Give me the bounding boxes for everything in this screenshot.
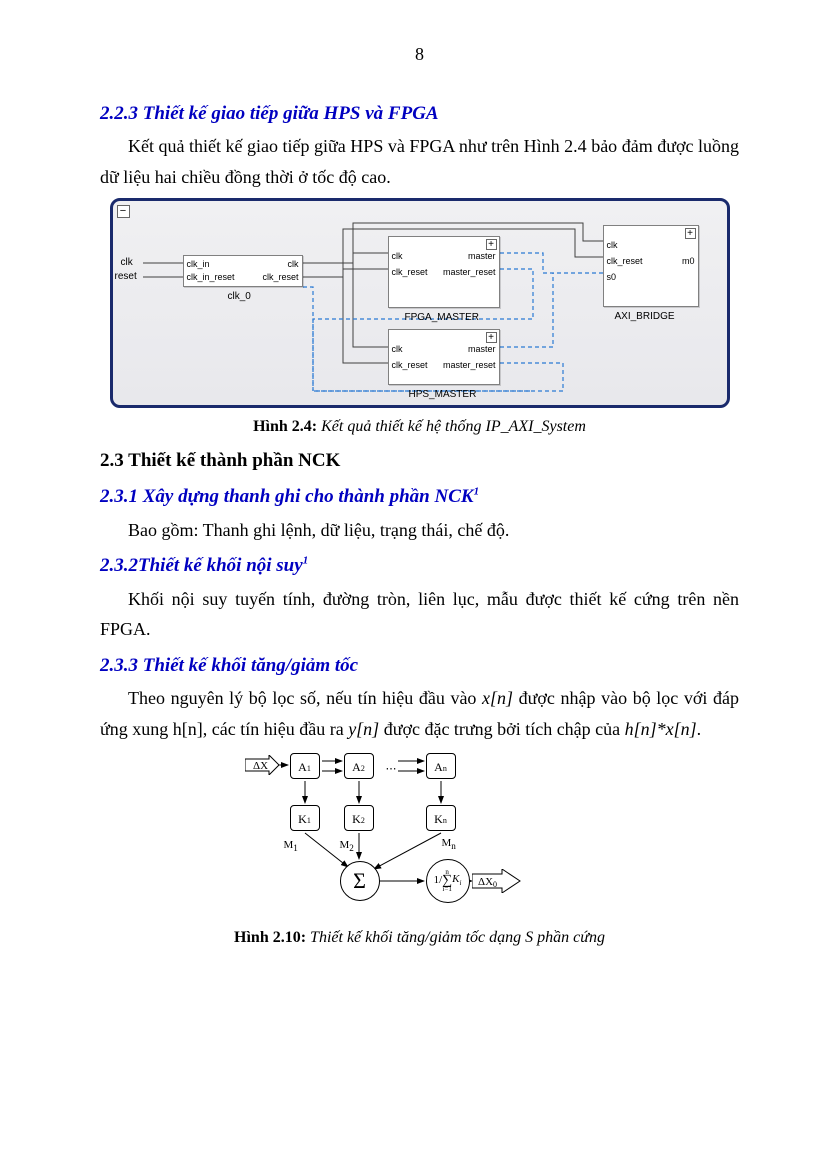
caption-label: Hình 2.4: (253, 418, 321, 435)
body-2-3-3: Theo nguyên lý bộ lọc số, nếu tín hiệu đ… (100, 683, 739, 744)
port-label: clk_reset (262, 270, 298, 284)
node-K2: K2 (344, 805, 374, 831)
caption-desc: Kết quả thiết kế hệ thống IP_AXI_System (321, 418, 586, 435)
port-label: clk (392, 342, 403, 356)
footnote-ref: 1 (303, 555, 309, 567)
heading-text: 2.3.2Thiết kế khối nội suy (100, 555, 303, 576)
node-Kn: Kn (426, 805, 456, 831)
footnote-ref: 1 (474, 486, 480, 498)
text-run: được đặc trưng bởi tích chập của (379, 719, 624, 739)
node-A1: A1 (290, 753, 320, 779)
block-axi-label: AXI_BRIDGE (615, 309, 675, 325)
node-deltaX: ΔX (245, 755, 279, 775)
text-run: . (697, 719, 702, 739)
node-divider: 1/ n ∑ i=1 Ki (426, 859, 470, 903)
caption-2-4: Hình 2.4: Kết quả thiết kế hệ thống IP_A… (100, 414, 739, 440)
heading-text: 2.3.1 Xây dựng thanh ghi cho thành phần … (100, 486, 474, 507)
port-label: clk_reset (392, 358, 428, 372)
node-An: An (426, 753, 456, 779)
block-fpga-master: + clk clk_reset master master_reset (388, 236, 500, 308)
heading-2-3-3: 2.3.3 Thiết kế khối tăng/giảm tốc (100, 651, 739, 681)
port-label: s0 (607, 270, 617, 284)
label-M2: M2 (340, 837, 354, 856)
text-run: Theo nguyên lý bộ lọc số, nếu tín hiệu đ… (128, 688, 482, 708)
block-fpga-label: FPGA_MASTER (405, 310, 479, 326)
svg-text:ΔX: ΔX (253, 760, 268, 772)
port-label: master (468, 249, 496, 263)
figure-2-10: ΔX A1 A2 An ⋯ K1 K2 Kn M1 M2 Mn Σ 1/ n ∑… (240, 749, 600, 919)
port-label: clk_in_reset (187, 270, 235, 284)
caption-label: Hình 2.10: (234, 929, 310, 946)
port-label: clk (607, 238, 618, 252)
ext-port-reset: reset (115, 269, 137, 285)
plus-icon: + (685, 228, 696, 239)
figure-2-4: − clk reset clk_in clk_in_res (110, 198, 730, 408)
port-label: clk (392, 249, 403, 263)
body-2-3-1: Bao gồm: Thanh ghi lệnh, dữ liệu, trạng … (100, 515, 739, 546)
port-label: m0 (682, 254, 695, 268)
heading-2-2-3: 2.2.3 Thiết kế giao tiếp giữa HPS và FPG… (100, 99, 739, 129)
port-label: master_reset (443, 358, 496, 372)
heading-2-3: 2.3 Thiết kế thành phần NCK (100, 446, 739, 476)
node-K1: K1 (290, 805, 320, 831)
block-clk0: clk_in clk_in_reset clk clk_reset (183, 255, 303, 287)
port-label: clk_reset (392, 265, 428, 279)
caption-2-10: Hình 2.10: Thiết kế khối tăng/giảm tốc d… (100, 925, 739, 951)
block-hps-master: + clk clk_reset master master_reset (388, 329, 500, 385)
node-deltaX0: ΔX0 (472, 869, 522, 893)
body-2-2-3: Kết quả thiết kế giao tiếp giữa HPS và F… (100, 131, 739, 192)
node-sum: Σ (340, 861, 380, 901)
port-label: master (468, 342, 496, 356)
var-xn: x[n] (482, 688, 513, 708)
block-axi-bridge: + clk clk_reset s0 m0 (603, 225, 699, 307)
heading-2-3-1: 2.3.1 Xây dựng thanh ghi cho thành phần … (100, 482, 739, 512)
port-label: master_reset (443, 265, 496, 279)
label-M1: M1 (284, 837, 298, 856)
block-hps-label: HPS_MASTER (409, 387, 477, 403)
label-Mn: Mn (442, 835, 456, 854)
heading-2-3-2: 2.3.2Thiết kế khối nội suy1 (100, 551, 739, 581)
port-label: clk_reset (607, 254, 643, 268)
ellipsis-icon: ⋯ (386, 761, 397, 779)
page-number: 8 (100, 40, 739, 69)
var-hx: h[n]*x[n] (625, 719, 697, 739)
node-A2: A2 (344, 753, 374, 779)
body-2-3-2: Khối nội suy tuyến tính, đường tròn, liê… (100, 584, 739, 645)
caption-desc: Thiết kế khối tăng/giảm tốc dạng S phần … (310, 929, 605, 946)
block-clk0-label: clk_0 (228, 289, 251, 305)
var-yn: y[n] (348, 719, 379, 739)
